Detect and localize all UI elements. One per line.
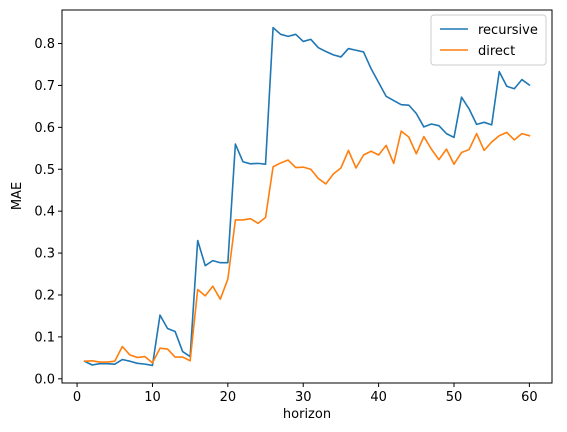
- series-line-direct: [83, 130, 531, 364]
- x-tick-label: 20: [220, 390, 237, 405]
- y-tick-label: 0.4: [34, 205, 55, 220]
- x-tick-label: 40: [370, 390, 387, 405]
- series-layer: [83, 26, 531, 367]
- legend-label-direct: direct: [478, 44, 515, 59]
- y-axis-label: MAE: [10, 182, 25, 210]
- x-tick-label: 10: [144, 390, 161, 405]
- y-tick-label: 0.1: [34, 330, 55, 345]
- y-tick-label: 0.3: [34, 247, 55, 262]
- y-tick-label: 0.2: [34, 288, 55, 303]
- y-tick-label: 0.6: [34, 121, 55, 136]
- x-tick-label: 60: [521, 390, 538, 405]
- x-axis-label: horizon: [283, 407, 331, 422]
- y-tick-label: 0.0: [34, 372, 55, 387]
- y-axis-ticks: 0.0 0.1 0.2 0.3 0.4 0.5 0.6 0.7 0.8: [34, 37, 62, 387]
- y-tick-label: 0.8: [34, 37, 55, 52]
- series-line-recursive: [83, 26, 531, 367]
- x-tick-label: 30: [295, 390, 312, 405]
- legend-box: [430, 14, 547, 66]
- y-tick-label: 0.7: [34, 79, 55, 94]
- plot-frame: [61, 9, 553, 384]
- legend: recursive direct: [430, 14, 547, 66]
- y-tick-label: 0.5: [34, 163, 55, 178]
- legend-label-recursive: recursive: [478, 23, 538, 38]
- x-tick-label: 50: [446, 390, 463, 405]
- x-axis-ticks: 0 10 20 30 40 50 60: [73, 383, 538, 405]
- x-tick-label: 0: [73, 390, 81, 405]
